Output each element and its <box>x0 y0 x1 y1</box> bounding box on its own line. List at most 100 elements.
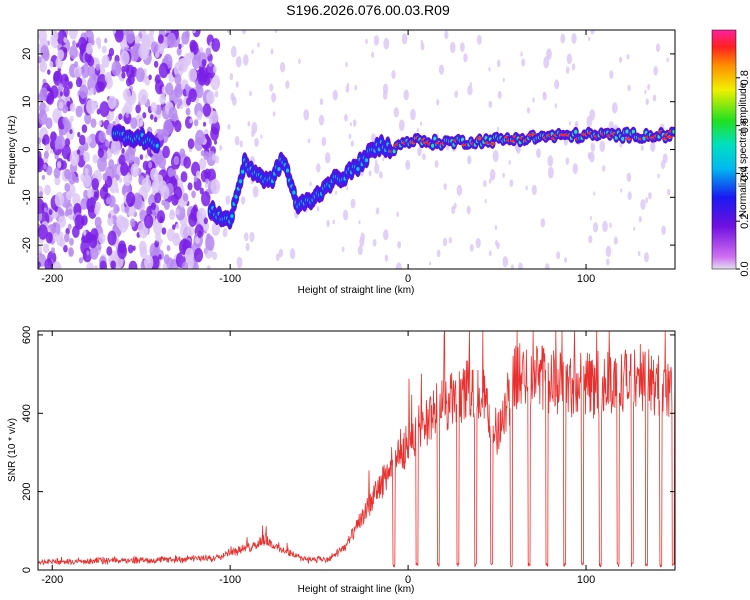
noise-blob <box>593 191 596 196</box>
noise-blob <box>243 232 249 242</box>
noise-blob <box>63 36 68 43</box>
noise-blob <box>175 209 180 216</box>
noise-blob <box>75 77 83 88</box>
noise-blob <box>627 191 632 201</box>
noise-blob <box>509 179 514 187</box>
noise-blob <box>69 45 78 59</box>
noise-blob <box>298 58 301 64</box>
noise-blob <box>130 218 136 228</box>
noise-blob <box>58 101 64 110</box>
noise-blob <box>626 172 632 183</box>
y-tick-label: 10 <box>21 96 33 108</box>
noise-blob <box>108 195 116 208</box>
noise-blob <box>117 243 128 260</box>
noise-blob <box>182 192 189 202</box>
noise-blob <box>592 222 599 233</box>
noise-blob <box>140 40 150 56</box>
noise-blob <box>609 70 614 79</box>
noise-blob <box>78 257 83 264</box>
noise-blob <box>383 37 390 50</box>
noise-blob <box>396 211 400 218</box>
ridge-peak <box>238 179 243 184</box>
noise-blob <box>38 44 42 53</box>
noise-blob <box>92 154 99 164</box>
colorbar-tick-label: 0.4 <box>739 166 750 181</box>
noise-blob <box>78 134 86 146</box>
noise-blob <box>203 121 207 127</box>
colorbar: 0.0 0.2 0.4 0.6 0.8 Normalized spectral ampl… <box>711 29 750 277</box>
y-tick-label: -10 <box>21 189 33 205</box>
noise-blob <box>626 53 630 60</box>
noise-blob <box>139 154 144 161</box>
noise-blob <box>637 251 641 257</box>
noise-blob <box>210 178 221 195</box>
noise-blob <box>64 76 68 82</box>
snr-xlabel: Height of straight line (km) <box>298 584 415 595</box>
noise-blob <box>484 199 487 204</box>
ridge-peak <box>241 169 245 174</box>
noise-blob <box>222 227 228 238</box>
noise-blob <box>201 191 211 207</box>
noise-blob <box>496 59 501 68</box>
noise-blob <box>436 99 440 106</box>
noise-blob <box>391 70 396 79</box>
x-tick-label: -200 <box>41 273 63 285</box>
noise-blob <box>254 137 259 147</box>
noise-blob <box>444 30 449 40</box>
noise-blob <box>180 171 188 183</box>
noise-blob <box>163 254 170 265</box>
noise-blob <box>240 196 246 205</box>
noise-blob <box>53 167 61 179</box>
noise-blob <box>82 173 92 188</box>
noise-blob <box>657 173 660 179</box>
noise-blob <box>44 184 51 196</box>
noise-blob <box>193 119 199 127</box>
ridge-peak <box>433 136 437 141</box>
noise-blob <box>98 232 106 245</box>
noise-blob <box>53 70 61 82</box>
noise-blob <box>199 47 204 53</box>
noise-blob <box>43 207 48 213</box>
noise-blob <box>483 179 487 187</box>
noise-blob <box>166 245 171 252</box>
noise-blob <box>163 119 173 135</box>
ridge-peak <box>285 168 290 173</box>
noise-blob <box>38 158 44 167</box>
noise-blob <box>605 245 612 258</box>
noise-blob <box>502 77 505 83</box>
ridge-peak <box>672 129 675 134</box>
noise-blob <box>235 56 242 68</box>
y-tick-label: 0 <box>21 567 33 573</box>
noise-blob <box>70 115 74 122</box>
noise-blob <box>186 256 195 269</box>
noise-blob <box>99 101 110 118</box>
noise-blob <box>405 159 411 171</box>
noise-blob <box>63 120 71 132</box>
noise-blob <box>127 73 135 85</box>
noise-blob <box>257 42 260 48</box>
noise-blob <box>655 43 661 52</box>
noise-blob <box>193 175 198 182</box>
noise-blob <box>318 114 325 126</box>
noise-blob <box>332 89 338 101</box>
noise-blob <box>95 63 101 71</box>
noise-blob <box>211 222 221 236</box>
noise-blob <box>235 81 239 88</box>
noise-blob <box>661 225 666 235</box>
noise-blob <box>434 160 439 168</box>
noise-blob <box>251 49 254 55</box>
noise-blob <box>326 219 330 228</box>
noise-blob <box>588 36 591 42</box>
noise-blob <box>52 261 62 269</box>
noise-blob <box>542 91 547 101</box>
noise-blob <box>197 230 202 238</box>
noise-blob <box>544 263 550 269</box>
noise-blob <box>75 105 83 118</box>
noise-blob <box>71 159 76 166</box>
noise-blob <box>158 62 169 79</box>
noise-blob <box>449 41 456 54</box>
noise-blob <box>76 149 81 155</box>
noise-blob <box>120 50 130 66</box>
noise-blob <box>87 65 95 78</box>
